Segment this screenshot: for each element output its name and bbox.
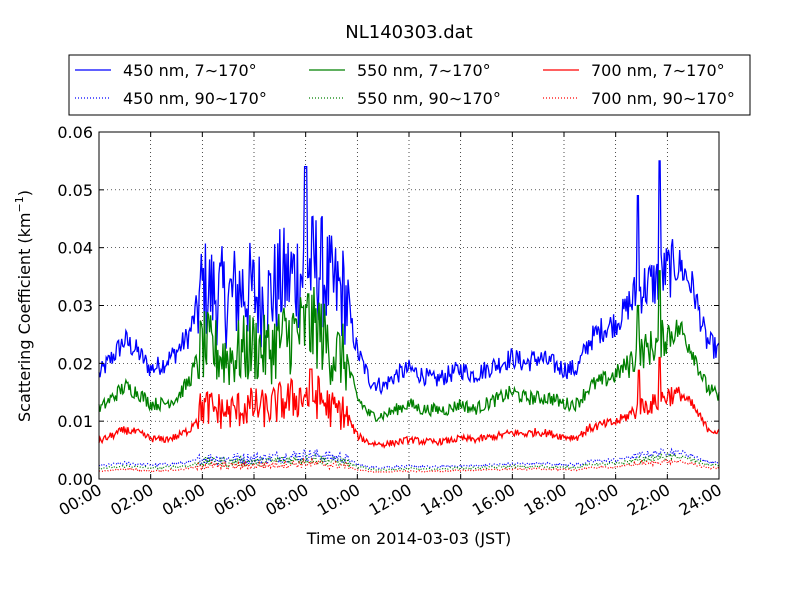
y-tick-label: 0.04: [57, 239, 93, 258]
x-axis-label: Time on 2014-03-03 (JST): [306, 529, 511, 548]
y-tick-label: 0.06: [57, 123, 93, 142]
legend-label: 450 nm, 7∼170°: [123, 61, 257, 80]
y-tick-label: 0.02: [57, 354, 93, 373]
x-tick-label: 16:00: [469, 480, 518, 520]
y-axis-label: Scattering Coefficient (km−1): [13, 190, 34, 422]
x-tick-label: 22:00: [624, 480, 673, 520]
series-group: [98, 160, 720, 474]
y-tick-label: 0.03: [57, 297, 93, 316]
x-tick-label: 24:00: [676, 480, 725, 520]
series-line: [98, 356, 720, 449]
series-line: [98, 270, 720, 422]
series-line: [98, 457, 720, 474]
legend-label: 550 nm, 7∼170°: [357, 61, 491, 80]
x-tick-label: 06:00: [211, 480, 260, 520]
y-tick-label: 0.01: [57, 412, 93, 431]
x-tick-label: 10:00: [314, 480, 363, 520]
legend-box: [68, 54, 751, 116]
x-tick-label: 02:00: [107, 480, 156, 520]
y-axis-label-sup: −1: [13, 196, 26, 212]
y-axis-label-end: ): [15, 190, 34, 196]
series-line: [98, 447, 720, 470]
x-tick-label: 14:00: [417, 480, 466, 520]
legend-label: 550 nm, 90∼170°: [357, 89, 501, 108]
series-line: [98, 160, 720, 396]
x-tick-label: 20:00: [572, 480, 621, 520]
chart-title: NL140303.dat: [345, 22, 472, 43]
y-tick-label: 0.00: [57, 470, 93, 489]
legend-label: 450 nm, 90∼170°: [123, 89, 267, 108]
legend-label: 700 nm, 90∼170°: [591, 89, 735, 108]
y-tick-label: 0.05: [57, 181, 93, 200]
x-tick-label: 12:00: [366, 480, 415, 520]
x-tick-label: 18:00: [521, 480, 570, 520]
legend: 450 nm, 7∼170° 550 nm, 7∼170° 700 nm, 7∼17…: [68, 54, 751, 116]
legend-label: 700 nm, 7∼170°: [591, 61, 725, 80]
axes: 00:00 02:00 04:00 06:00 08:00 10:00 12:00 14:00…: [56, 123, 725, 520]
x-tick-label: 04:00: [159, 480, 208, 520]
y-axis-label-main: Scattering Coefficient (km: [15, 212, 34, 422]
x-tick-label: 08:00: [262, 480, 311, 520]
